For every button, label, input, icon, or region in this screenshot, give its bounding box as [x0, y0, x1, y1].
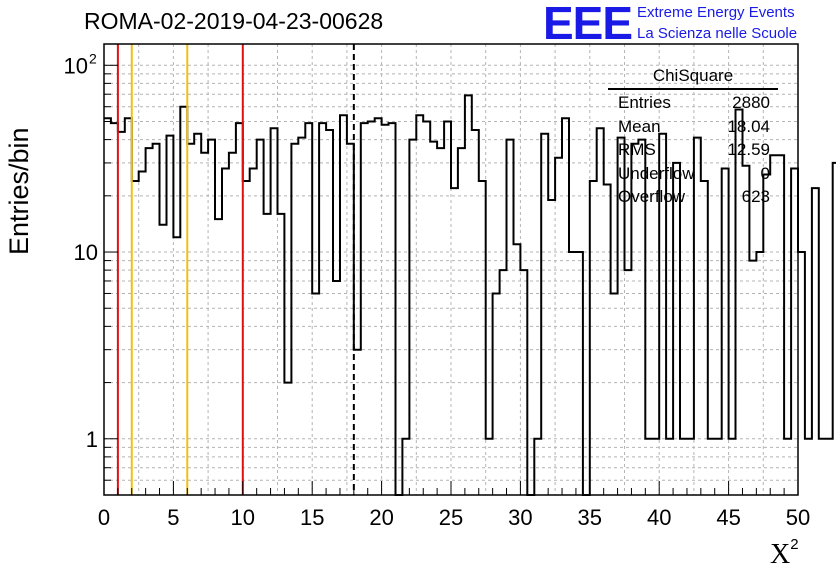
stats-label: Entries — [618, 93, 671, 112]
x-tick-label: 0 — [98, 505, 110, 530]
stats-row-mean: Mean 18.04 — [608, 117, 778, 141]
stats-label: Mean — [618, 116, 661, 136]
y-tick-label: 10 — [74, 240, 98, 265]
x-tick-label: 10 — [231, 505, 255, 530]
stats-value: 12.59 — [727, 140, 770, 159]
x-axis-label-main: X — [770, 539, 791, 570]
x-tick-label: 20 — [369, 505, 393, 530]
x-tick-label: 25 — [439, 505, 463, 530]
x-tick-label: 15 — [300, 505, 324, 530]
run-title: ROMA-02-2019-04-23-00628 — [84, 8, 384, 34]
y-tick-label: 10 — [64, 53, 88, 78]
x-axis-label: X2 — [770, 536, 799, 571]
stats-value: 18.04 — [727, 116, 770, 136]
y-tick-label: 1 — [86, 427, 98, 452]
stats-value: 2880 — [732, 93, 770, 112]
stats-row-underflow: Underflow 0 — [608, 164, 778, 188]
stats-row-entries: Entries 2880 — [608, 93, 778, 117]
stats-row-rms: RMS 12.59 — [608, 140, 778, 164]
logo-subtitle-1: Extreme Energy Events — [637, 4, 795, 21]
x-tick-label: 30 — [508, 505, 532, 530]
x-tick-label: 35 — [578, 505, 602, 530]
stats-title: ChiSquare — [608, 66, 778, 90]
x-axis-label-superscript: 2 — [790, 536, 799, 553]
stats-row-overflow: Overflow 623 — [608, 187, 778, 211]
stats-label: Overflow — [618, 187, 686, 206]
x-tick-label: 40 — [647, 505, 671, 530]
stats-box: ChiSquare Entries 2880 Mean 18.04 RMS 12.59… — [608, 66, 778, 211]
logo-subtitle-2: La Scienza nelle Scuole — [637, 25, 798, 42]
x-tick-label: 5 — [167, 505, 179, 530]
x-tick-label: 50 — [786, 505, 810, 530]
stats-label: RMS — [618, 140, 656, 159]
y-tick-label-exponent: 2 — [89, 50, 97, 66]
histogram-series — [104, 94, 836, 496]
y-axis-label: Entries/bin — [4, 127, 34, 255]
eee-logo: EEE — [543, 0, 633, 49]
stats-label: Underflow — [618, 163, 695, 183]
stats-value: 623 — [741, 187, 770, 206]
x-tick-label: 45 — [716, 505, 740, 530]
stats-value: 0 — [760, 163, 770, 183]
